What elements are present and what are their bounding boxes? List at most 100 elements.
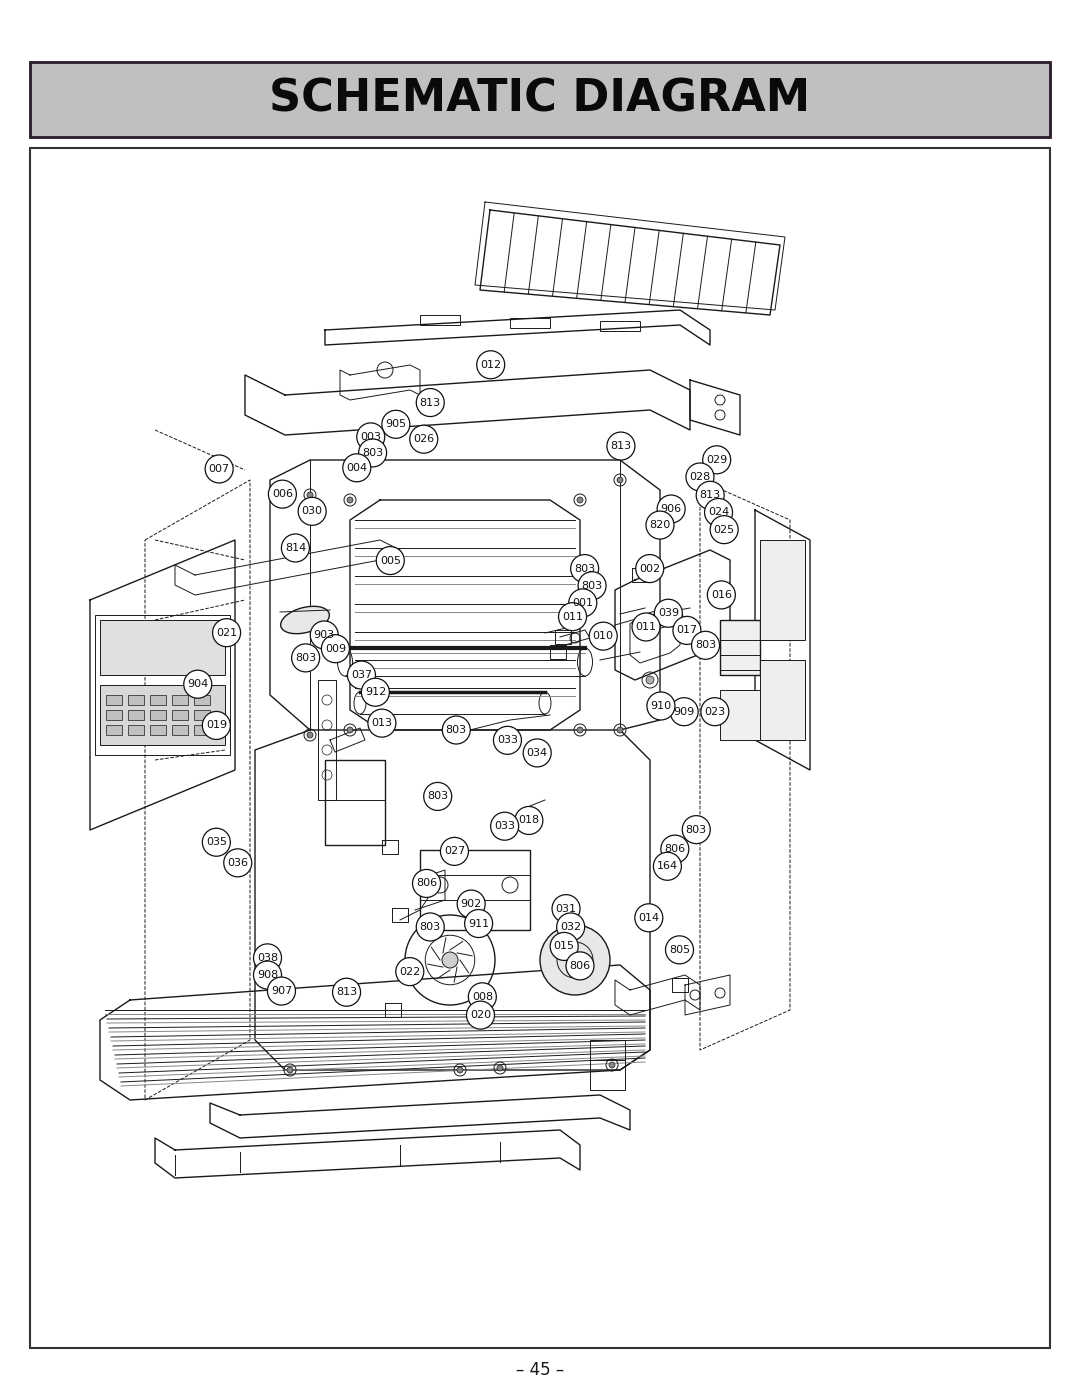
Circle shape [609,1062,615,1067]
Text: 026: 026 [414,434,434,444]
Circle shape [661,835,689,863]
Text: 030: 030 [301,506,323,517]
Text: 033: 033 [495,821,515,831]
Text: 034: 034 [527,747,548,759]
Circle shape [646,676,654,685]
Circle shape [469,983,497,1011]
Circle shape [464,909,492,937]
Text: 813: 813 [420,398,441,408]
Circle shape [632,613,660,641]
Text: 006: 006 [272,489,293,499]
Text: 017: 017 [676,626,698,636]
Circle shape [691,631,719,659]
Circle shape [254,961,282,989]
Text: 004: 004 [347,462,367,472]
Circle shape [578,571,606,599]
Circle shape [268,977,296,1004]
Text: 023: 023 [704,707,726,717]
Text: 911: 911 [468,918,489,929]
Text: 031: 031 [555,904,577,914]
Circle shape [570,555,598,583]
Bar [760,659,805,740]
Text: 038: 038 [257,953,278,963]
Text: 007: 007 [208,464,230,474]
Text: SCHEMATIC DIAGRAM: SCHEMATIC DIAGRAM [269,78,811,122]
Text: 022: 022 [400,967,420,977]
Bar [720,620,760,675]
Circle shape [416,914,444,942]
Circle shape [254,944,282,972]
Text: 029: 029 [706,455,727,465]
Circle shape [550,932,578,960]
Circle shape [348,661,376,689]
Circle shape [671,697,698,725]
Circle shape [413,869,441,897]
Circle shape [515,806,543,834]
Text: 803: 803 [295,652,316,664]
Bar [30,61,1050,137]
Circle shape [441,837,469,865]
Text: 018: 018 [518,816,539,826]
Text: 012: 012 [481,360,501,370]
Circle shape [362,678,390,707]
Circle shape [577,726,583,733]
Bar [590,1039,625,1090]
Circle shape [307,732,313,738]
Circle shape [653,852,681,880]
Text: 813: 813 [610,441,632,451]
Text: 905: 905 [386,419,406,429]
Bar [510,319,550,328]
Text: 010: 010 [593,631,613,641]
Circle shape [617,726,623,733]
Circle shape [646,511,674,539]
Circle shape [697,482,725,510]
Circle shape [556,914,584,942]
Bar [420,849,530,930]
Circle shape [347,497,353,503]
Circle shape [382,411,409,439]
Circle shape [442,951,458,968]
Text: 904: 904 [187,679,208,689]
Bar [420,314,460,326]
Text: 908: 908 [257,970,279,981]
Circle shape [416,388,444,416]
Circle shape [635,904,663,932]
Bar [129,694,144,705]
Circle shape [636,555,664,583]
Bar [318,680,336,800]
Circle shape [347,726,353,733]
Circle shape [707,581,735,609]
Text: 003: 003 [361,432,381,441]
Text: 025: 025 [714,525,734,535]
Circle shape [590,622,618,650]
Circle shape [566,951,594,979]
Circle shape [476,351,504,379]
Circle shape [497,1065,503,1071]
Text: 016: 016 [711,590,732,599]
Bar [150,694,166,705]
Bar [760,541,805,640]
Text: 803: 803 [362,448,383,458]
Text: – 45 –: – 45 – [516,1361,564,1379]
Text: 906: 906 [661,504,681,514]
Text: 803: 803 [420,922,441,932]
Text: 813: 813 [336,988,357,997]
Text: 912: 912 [365,687,386,697]
Circle shape [704,499,732,527]
Text: 813: 813 [700,490,720,500]
Text: 036: 036 [227,858,248,868]
Text: 008: 008 [472,992,492,1002]
Text: 164: 164 [657,862,678,872]
Text: 803: 803 [581,581,603,591]
Bar [106,725,122,735]
Circle shape [202,828,230,856]
Text: 005: 005 [380,556,401,566]
Circle shape [457,890,485,918]
Text: 910: 910 [650,701,672,711]
Text: 803: 803 [686,824,706,834]
Text: 011: 011 [635,622,657,631]
Text: 902: 902 [460,900,482,909]
Circle shape [457,1067,463,1073]
Text: 803: 803 [694,640,716,650]
Circle shape [703,446,731,474]
